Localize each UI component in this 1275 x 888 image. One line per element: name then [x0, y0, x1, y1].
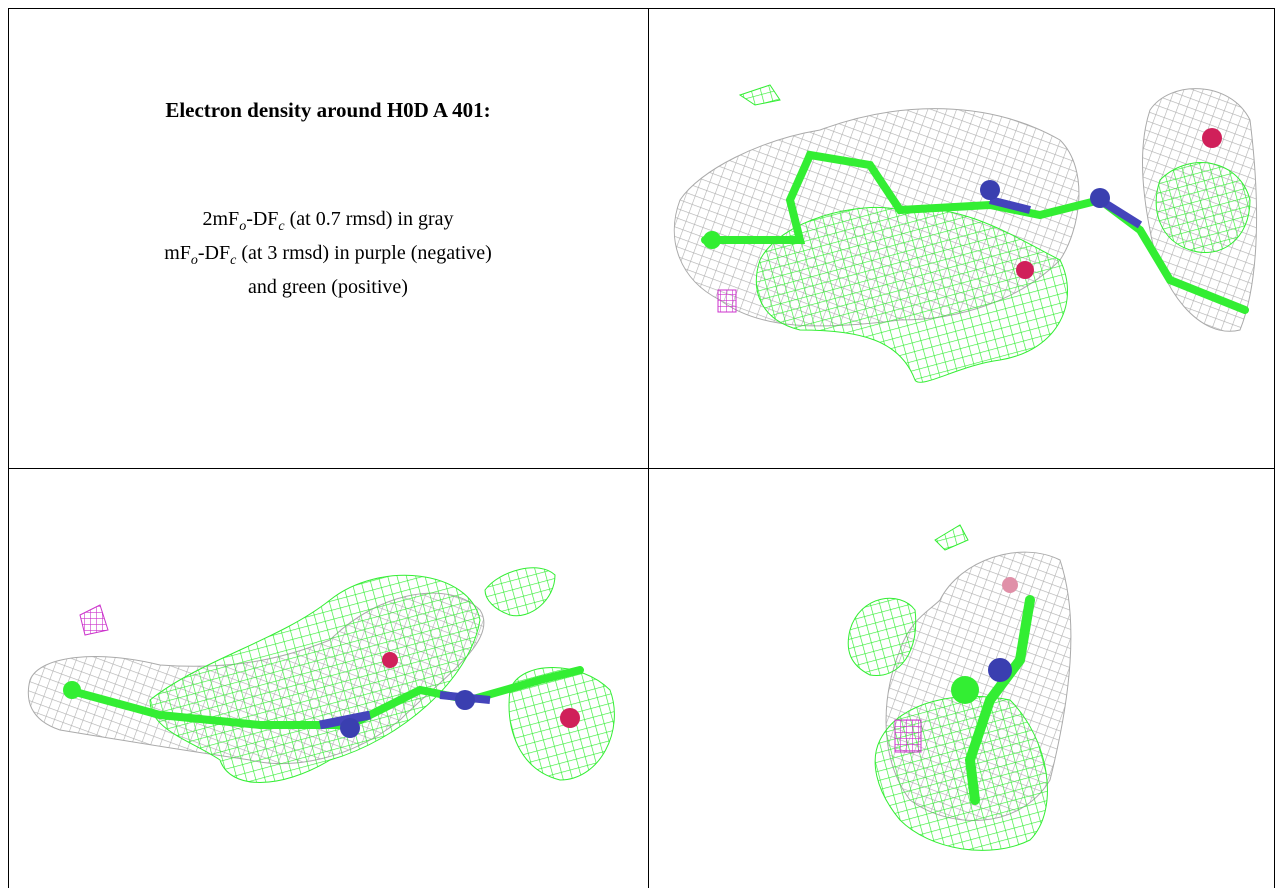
legend-text: 2mF [202, 208, 240, 230]
density-view-1 [673, 84, 1258, 383]
legend-text: mF [164, 242, 191, 264]
density-view-3 [847, 524, 1072, 851]
table-borders [8, 8, 1275, 888]
legend-line: mFo-DFc (at 3 rmsd) in purple (negative) [8, 240, 648, 274]
subscript: c [230, 253, 237, 268]
legend-text: and green (positive) [248, 276, 408, 298]
legend-text: -DF [246, 208, 279, 230]
legend-text: (at 3 rmsd) in purple (negative) [236, 242, 492, 264]
legend-line: 2mFo-DFc (at 0.7 rmsd) in gray [8, 206, 648, 240]
legend-text: (at 0.7 rmsd) in gray [284, 208, 454, 230]
legend-text: -DF [197, 242, 231, 264]
subscript: o [190, 253, 198, 268]
subscript: c [278, 219, 285, 234]
figure-title: Electron density around H0D A 401: [165, 98, 491, 122]
subscript: o [239, 219, 247, 234]
legend-line: and green (positive) [8, 274, 648, 300]
legend: 2mFo-DFc (at 0.7 rmsd) in gray mFo-DFc (a… [8, 206, 648, 300]
density-view-2 [27, 567, 615, 783]
